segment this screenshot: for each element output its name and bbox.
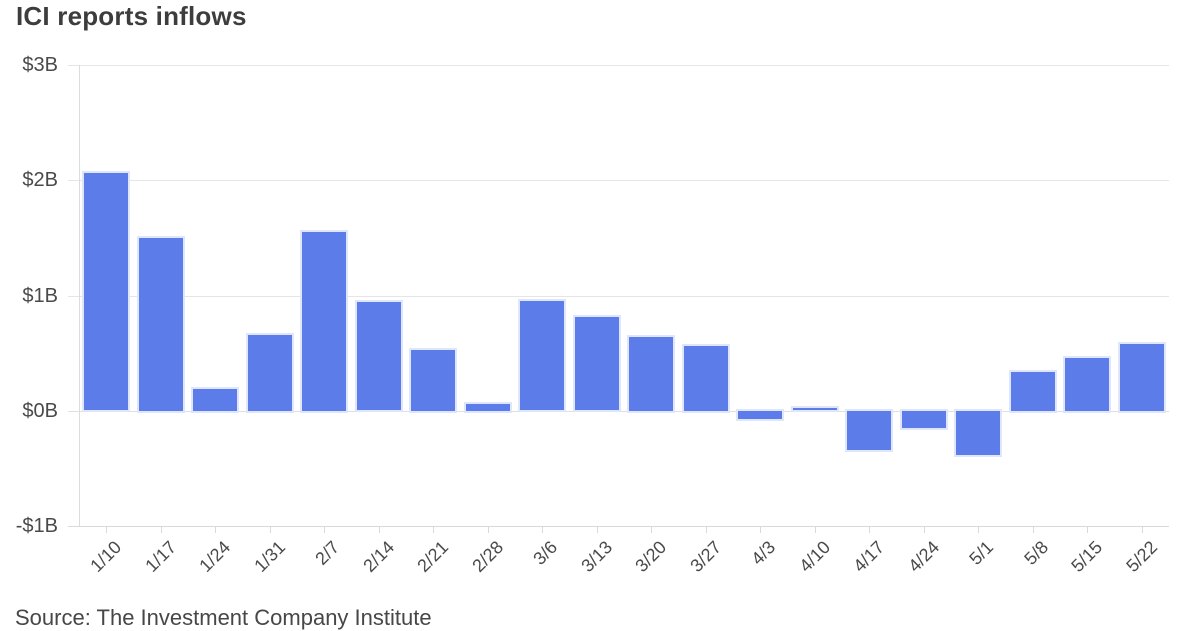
x-tick-label: 3/27 <box>686 537 726 576</box>
x-tick-1/10 <box>106 526 107 533</box>
x-tick-3/20 <box>651 526 652 533</box>
x-tick-3/13 <box>597 526 598 533</box>
y-axis-line <box>79 65 80 526</box>
x-tick-4/24 <box>924 526 925 533</box>
x-tick-label: 4/10 <box>795 537 835 576</box>
x-tick-label: 3/6 <box>529 537 562 569</box>
x-tick-label: 1/24 <box>195 537 235 576</box>
y-tick-label: $1B <box>22 285 58 307</box>
y-gridline-$2B <box>68 180 1169 181</box>
x-tick-label: 2/7 <box>311 537 344 569</box>
y-tick-label: $3B <box>22 54 58 76</box>
x-tick-label: 1/10 <box>86 537 126 576</box>
y-gridline-$1B <box>68 296 1169 297</box>
x-tick-label: 2/21 <box>413 537 453 576</box>
x-tick-1/31 <box>270 526 271 533</box>
chart-title: ICI reports inflows <box>16 1 247 31</box>
y-tick-label: $0B <box>22 400 58 422</box>
x-tick-2/7 <box>324 526 325 533</box>
bar-5/15 <box>1065 358 1109 411</box>
bar-1/10 <box>84 173 128 410</box>
y-gridline-$3B <box>68 65 1169 66</box>
x-tick-label: 3/13 <box>577 537 617 576</box>
x-tick-label: 5/15 <box>1067 537 1107 576</box>
bar-3/13 <box>575 317 619 410</box>
bar-4/10 <box>793 408 837 410</box>
bar-1/31 <box>248 335 292 411</box>
x-tick-5/8 <box>1033 526 1034 533</box>
x-tick-2/21 <box>433 526 434 533</box>
bar-2/7 <box>302 232 346 411</box>
x-tick-label: 4/17 <box>849 537 889 576</box>
x-tick-4/10 <box>815 526 816 533</box>
bar-5/1 <box>956 411 1000 455</box>
x-tick-label: 4/24 <box>904 537 944 576</box>
bar-2/14 <box>357 302 401 410</box>
bar-1/17 <box>139 238 183 411</box>
x-tick-1/17 <box>161 526 162 533</box>
x-tick-4/17 <box>869 526 870 533</box>
x-tick-label: 5/8 <box>1020 537 1053 569</box>
x-tick-label: 1/17 <box>141 537 181 576</box>
bar-5/22 <box>1120 344 1164 411</box>
x-tick-label: 5/1 <box>965 537 998 569</box>
x-tick-label: 5/22 <box>1122 537 1162 576</box>
bar-5/8 <box>1011 372 1055 411</box>
x-tick-5/1 <box>978 526 979 533</box>
bar-4/3 <box>738 411 782 419</box>
x-tick-label: 4/3 <box>747 537 780 569</box>
source-note: Source: The Investment Company Institute <box>15 605 432 630</box>
x-tick-3/6 <box>542 526 543 533</box>
x-tick-label: 2/14 <box>359 537 399 576</box>
bar-3/20 <box>629 337 673 411</box>
y-tick-label: $2B <box>22 169 58 191</box>
bar-3/27 <box>684 346 728 411</box>
x-tick-label: 1/31 <box>250 537 290 576</box>
x-tick-label: 2/28 <box>468 537 508 576</box>
x-tick-label: 3/20 <box>631 537 671 576</box>
x-tick-5/15 <box>1087 526 1088 533</box>
y-tick-label: -$1B <box>15 515 58 537</box>
bar-2/21 <box>411 350 455 411</box>
x-tick-2/28 <box>488 526 489 533</box>
bar-4/17 <box>847 411 891 450</box>
x-tick-5/22 <box>1142 526 1143 533</box>
x-tick-4/3 <box>760 526 761 533</box>
bar-1/24 <box>193 389 237 411</box>
bar-4/24 <box>902 411 946 428</box>
x-tick-2/14 <box>379 526 380 533</box>
bar-2/28 <box>466 404 510 411</box>
x-tick-1/24 <box>215 526 216 533</box>
bar-3/6 <box>520 301 564 410</box>
x-tick-3/27 <box>706 526 707 533</box>
y-gridline-$0B <box>68 411 1169 412</box>
y-gridline--$1B <box>68 526 1169 527</box>
